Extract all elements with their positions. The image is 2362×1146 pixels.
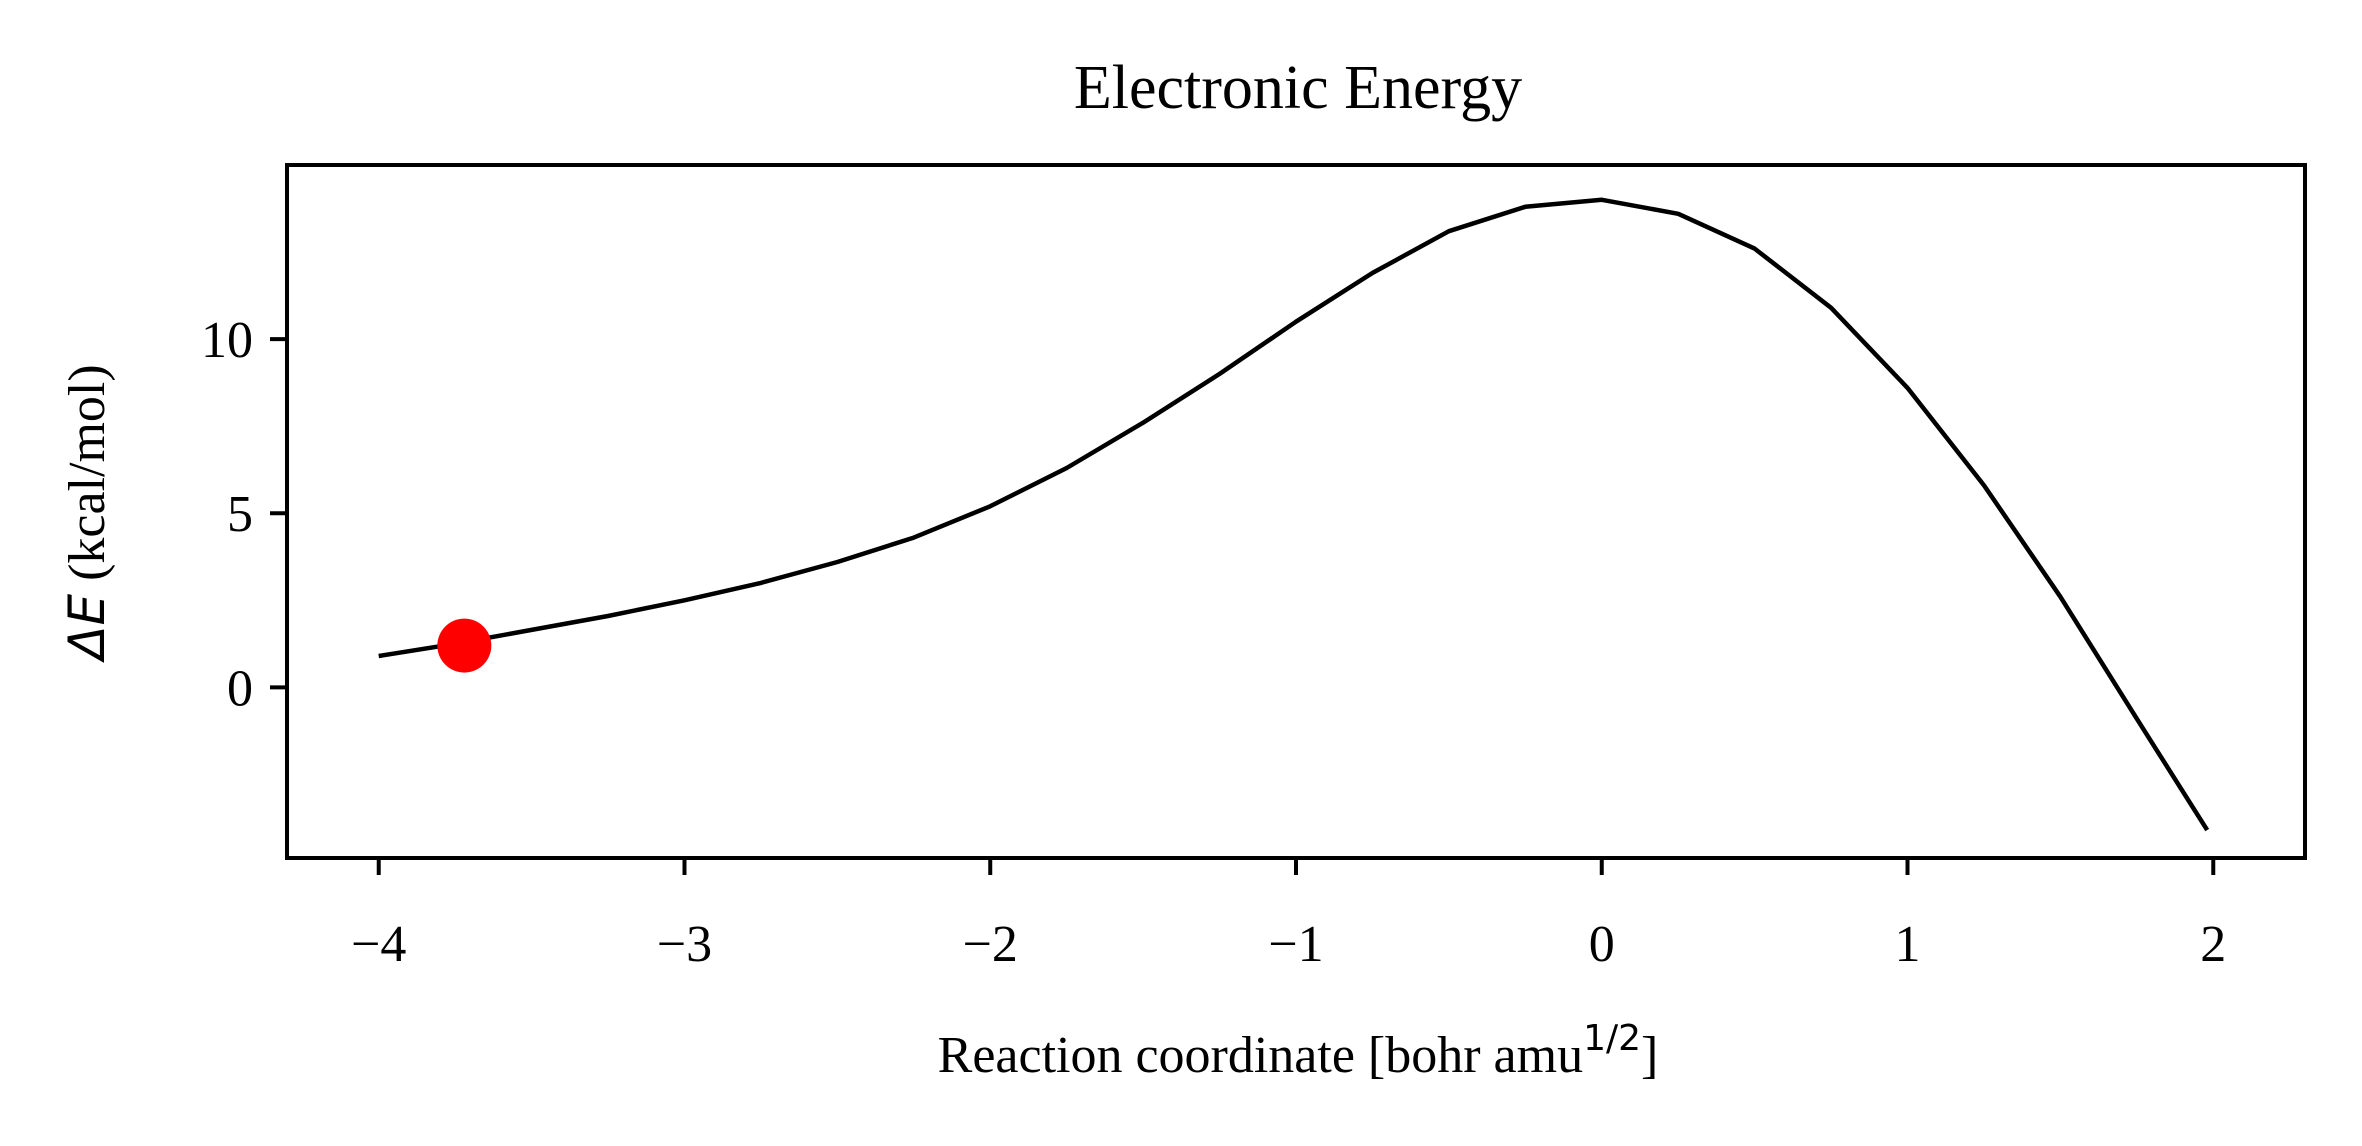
- y-tick-label: 0: [227, 660, 253, 717]
- y-axis-label-symbol: ΔE: [58, 593, 116, 663]
- x-axis-label-superscript: 1/2: [1583, 1018, 1641, 1059]
- x-axis-label: Reaction coordinate [bohr amu1/2]: [938, 1018, 1659, 1084]
- y-axis-label: ΔE (kcal/mol): [58, 364, 116, 663]
- x-tick-label: 1: [1895, 916, 1921, 973]
- x-axis-label-end: ]: [1641, 1027, 1658, 1084]
- chart-title: Electronic Energy: [1074, 54, 1522, 122]
- x-tick-label: −4: [351, 916, 406, 973]
- x-tick-label: −1: [1268, 916, 1323, 973]
- x-axis-label-main: Reaction coordinate [bohr amu: [938, 1027, 1583, 1084]
- x-tick-label: −3: [657, 916, 712, 973]
- current-point-marker: [437, 618, 492, 673]
- x-axis-ticks: −4 −3 −2 −1 0 1 2: [351, 858, 2226, 973]
- y-axis-label-unit: (kcal/mol): [59, 364, 116, 594]
- plot-area: [285, 163, 2307, 860]
- y-axis-ticks: 0 5 10: [201, 312, 287, 717]
- y-tick-label: 5: [227, 486, 253, 543]
- x-tick-label: −2: [963, 916, 1018, 973]
- x-tick-label: 2: [2200, 916, 2226, 973]
- series-line-0: [378, 197, 2210, 832]
- y-tick-label: 10: [201, 312, 253, 369]
- x-tick-label: 0: [1589, 916, 1615, 973]
